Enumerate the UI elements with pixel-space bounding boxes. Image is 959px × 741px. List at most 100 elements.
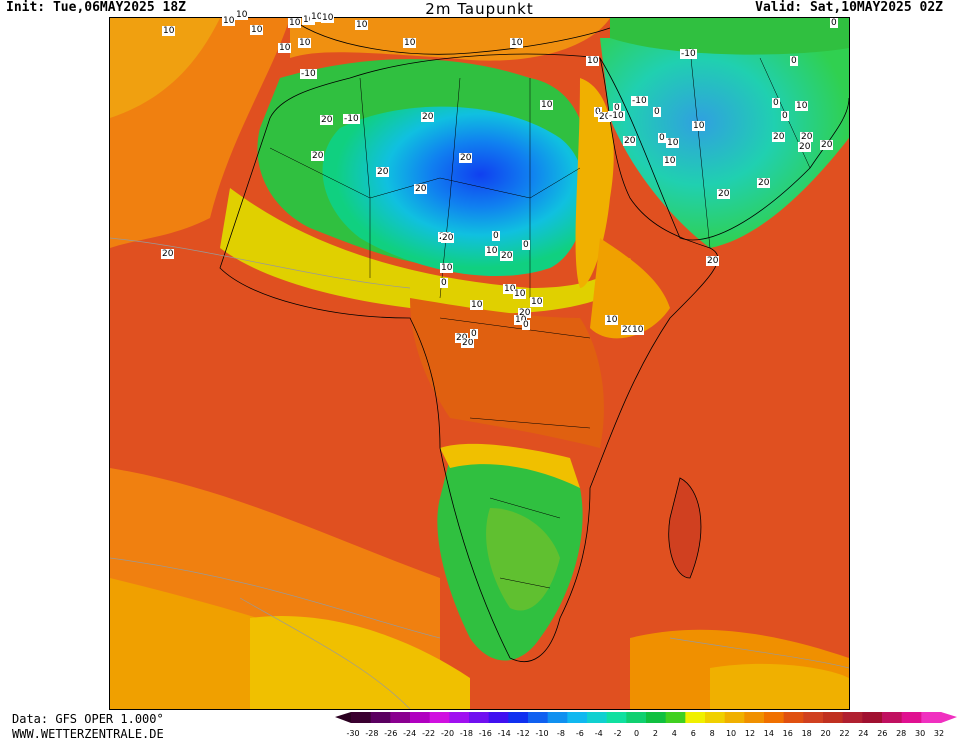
contour-label: 20 — [421, 112, 435, 122]
contour-label: 20 — [621, 325, 635, 335]
scale-tick-label: 28 — [896, 729, 907, 738]
scale-swatch — [547, 712, 568, 723]
scale-tick-label: -22 — [422, 729, 436, 738]
contour-label: 20 — [820, 140, 834, 150]
contour-label: 10 — [302, 15, 316, 25]
contour-label: -10 — [680, 49, 697, 59]
contour-label: 0 — [594, 107, 602, 117]
contour-label: -10 — [608, 111, 625, 121]
contour-label: 10 — [278, 43, 292, 53]
scale-tick-label: 20 — [820, 729, 831, 738]
valid-time: Valid: Sat,10MAY2025 02Z — [755, 0, 943, 15]
contour-label: 0 — [830, 18, 838, 28]
contour-label: 0 — [440, 278, 448, 288]
scale-tick-label: 24 — [858, 729, 869, 738]
contour-label: 10 — [540, 100, 554, 110]
scale-tick-label: 26 — [877, 729, 888, 738]
scale-swatch — [488, 712, 509, 723]
scale-arrow-right — [941, 712, 957, 723]
scale-swatch — [587, 712, 608, 723]
contour-label: 20 — [320, 115, 334, 125]
contour-label: 10 — [298, 38, 312, 48]
data-source: Data: GFS OPER 1.000° — [12, 712, 164, 726]
scale-swatch — [528, 712, 549, 723]
scale-swatch — [449, 712, 470, 723]
contour-label: 0 — [522, 240, 530, 250]
scale-swatch — [410, 712, 431, 723]
contour-label: 0 — [492, 231, 500, 241]
contour-label: 10 — [321, 13, 335, 23]
contour-label: 20 — [311, 151, 325, 161]
scale-tick-label: 8 — [709, 729, 715, 738]
scale-arrow-left — [335, 712, 351, 723]
site-name: WWW.WETTERZENTRALE.DE — [12, 727, 164, 741]
contour-label: 0 — [772, 98, 780, 108]
scale-tick-label: 4 — [671, 729, 677, 738]
scale-swatch — [508, 712, 529, 723]
contour-label: 20 — [461, 338, 475, 348]
contour-label: 20 — [518, 308, 532, 318]
contour-label: 10 — [795, 101, 809, 111]
contour-label: 10 — [470, 300, 484, 310]
contour-label: 10 — [586, 56, 600, 66]
scale-swatch — [803, 712, 824, 723]
contour-label: 20 — [800, 132, 814, 142]
map-field — [110, 18, 849, 709]
contour-label: 20 — [623, 136, 637, 146]
scale-tick-label: -6 — [575, 729, 584, 738]
scale-swatch — [429, 712, 450, 723]
scale-tick-label: 22 — [839, 729, 850, 738]
scale-swatch — [862, 712, 883, 723]
contour-label: 10 — [666, 138, 680, 148]
scale-tick-label: -8 — [556, 729, 565, 738]
contour-label: 0 — [470, 329, 478, 339]
scale-tick-label: -2 — [613, 729, 622, 738]
scale-swatch — [901, 712, 922, 723]
scale-swatch — [646, 712, 667, 723]
contour-label: 10 — [605, 315, 619, 325]
contour-label: 10 — [235, 10, 249, 20]
contour-label: 20 — [441, 233, 455, 243]
scale-swatch — [665, 712, 686, 723]
contour-label: 20 — [459, 153, 473, 163]
contour-label: 10 — [692, 121, 706, 131]
scale-tick-label: 10 — [725, 729, 737, 738]
scale-swatch — [783, 712, 804, 723]
contour-label: 10 — [503, 284, 517, 294]
scale-tick-label: -24 — [403, 729, 417, 738]
scale-tick-label: -10 — [535, 729, 549, 738]
scale-swatch — [370, 712, 391, 723]
contour-label: 0 — [781, 111, 789, 121]
scale-tick-label: -12 — [516, 729, 530, 738]
contour-label: 10 — [288, 18, 302, 28]
contour-label: 10 — [162, 26, 176, 36]
init-time: Init: Tue,06MAY2025 18Z — [6, 0, 187, 15]
contour-label: 10 — [530, 297, 544, 307]
contour-label: 10 — [310, 12, 324, 22]
contour-label: 0 — [790, 56, 798, 66]
contour-label: 20 — [598, 112, 612, 122]
scale-tick-label: -16 — [478, 729, 492, 738]
scale-swatch — [764, 712, 785, 723]
scale-swatch — [724, 712, 745, 723]
scale-tick-label: 0 — [634, 729, 640, 738]
contour-label: 20 — [414, 184, 428, 194]
scale-swatch — [705, 712, 726, 723]
scale-tick-label: -14 — [497, 729, 511, 738]
scale-tick-label: 14 — [763, 729, 774, 738]
contour-label: 10 — [222, 16, 236, 26]
scale-tick-label: 6 — [690, 729, 696, 738]
scale-swatch — [351, 712, 372, 723]
contour-label: 10 — [510, 38, 524, 48]
contour-label: -10 — [300, 69, 317, 79]
scale-swatch — [744, 712, 765, 723]
contour-label: 10 — [403, 38, 417, 48]
contour-label: 0 — [653, 107, 661, 117]
contour-label: 0 — [658, 133, 666, 143]
contour-label: 10 — [250, 25, 264, 35]
contour-label: 10 — [663, 156, 677, 166]
contour-label: 10 — [514, 315, 528, 325]
scale-tick-label: 2 — [652, 729, 658, 738]
scale-tick-label: 32 — [933, 729, 945, 738]
contour-label: 10 — [440, 263, 454, 273]
